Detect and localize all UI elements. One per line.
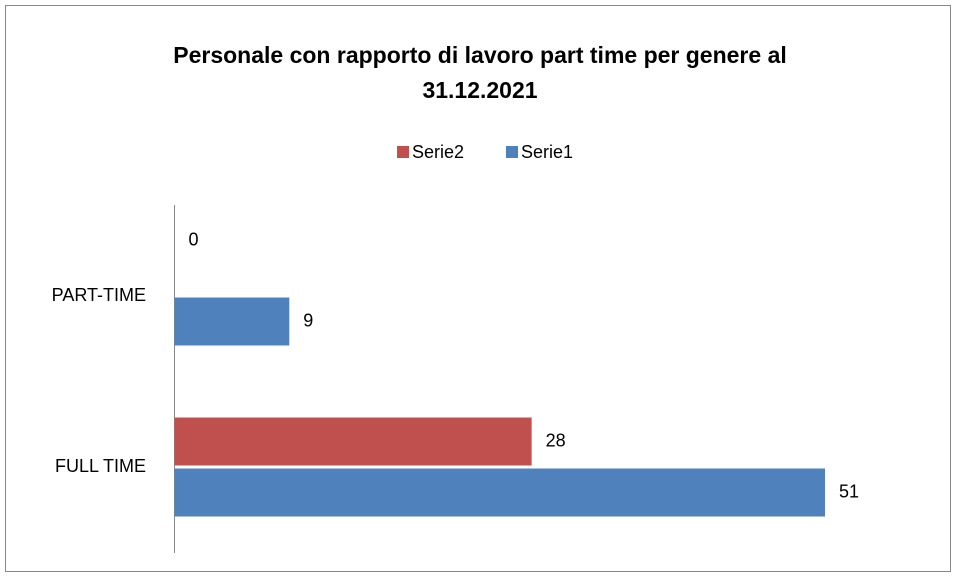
category-label: PART-TIME bbox=[52, 285, 146, 305]
legend-swatch bbox=[397, 146, 409, 158]
value-label: 0 bbox=[189, 229, 199, 249]
chart-title: 31.12.2021 bbox=[422, 77, 537, 103]
value-label: 28 bbox=[546, 430, 566, 450]
value-label: 51 bbox=[839, 481, 859, 501]
legend-swatch bbox=[506, 146, 518, 158]
chart-title: Personale con rapporto di lavoro part ti… bbox=[173, 42, 787, 68]
category-label: FULL TIME bbox=[55, 456, 146, 476]
legend-label: Serie1 bbox=[521, 142, 573, 162]
bar bbox=[174, 468, 825, 517]
value-label: 9 bbox=[303, 310, 313, 330]
legend-label: Serie2 bbox=[412, 142, 464, 162]
bar bbox=[174, 417, 532, 466]
bar bbox=[174, 297, 290, 346]
